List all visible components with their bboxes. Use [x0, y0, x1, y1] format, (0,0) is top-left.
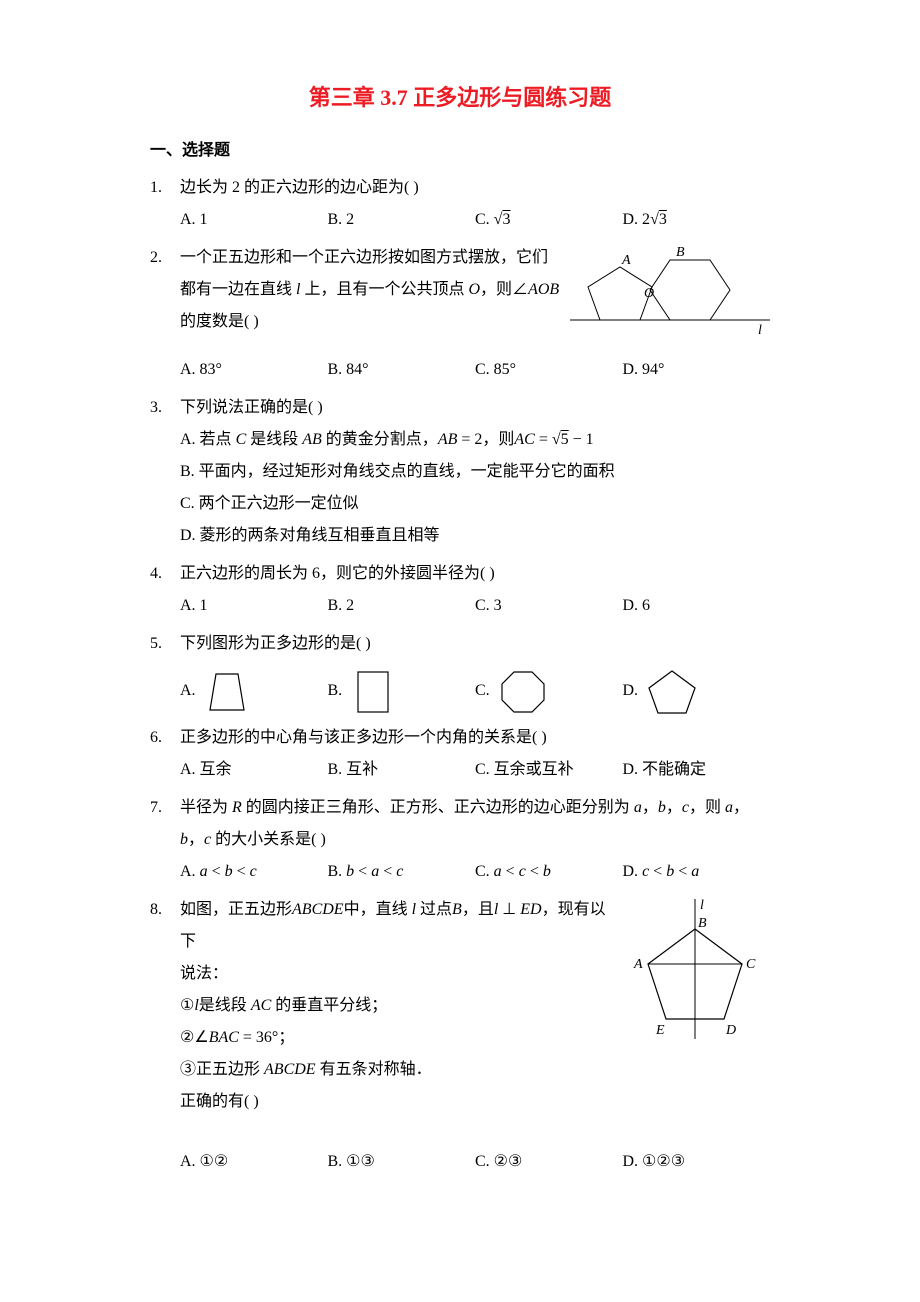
option-b: B. 互补 [328, 754, 476, 786]
option-a: A. 1 [180, 204, 328, 236]
question-number: 6. [150, 722, 180, 786]
figure-q2: A B O l [570, 242, 770, 354]
option-d: D. 6 [623, 590, 771, 622]
question-4: 4. 正六边形的周长为 6，则它的外接圆半径为( ) A. 1 B. 2 C. … [150, 558, 770, 622]
question-number: 2. [150, 242, 180, 386]
label-b: B [698, 916, 707, 931]
option-b: B. [328, 666, 476, 716]
page: 第三章 3.7 正多边形与圆练习题 一、选择题 1. 边长为 2 的正六边形的边… [0, 0, 920, 1244]
question-8: 8. l B A C E D 如图，正五边形ABCDE中，直线 l 过点B，且l… [150, 894, 770, 1178]
question-number: 1. [150, 172, 180, 236]
question-6: 6. 正多边形的中心角与该正多边形一个内角的关系是( ) A. 互余 B. 互补… [150, 722, 770, 786]
option-b: B. 平面内，经过矩形对角线交点的直线，一定能平分它的面积 [180, 456, 770, 488]
option-label: B. [328, 675, 343, 707]
option-b: B. 2 [328, 590, 476, 622]
stem-line: b，c 的大小关系是( ) [180, 824, 770, 856]
option-a: A. 83° [180, 354, 328, 386]
option-a: A. 1 [180, 590, 328, 622]
label-c: C [746, 957, 756, 972]
question-stem: 边长为 2 的正六边形的边心距为( ) [180, 172, 770, 204]
options-row: A. 83° B. 84° C. 85° D. 94° [180, 354, 770, 386]
question-stem: 正六边形的周长为 6，则它的外接圆半径为( ) [180, 558, 770, 590]
page-title: 第三章 3.7 正多边形与圆练习题 [150, 80, 770, 112]
option-label: A. [180, 675, 196, 707]
option-d: D. 2√3 [623, 204, 771, 236]
stem-line: 正确的有( ) [180, 1086, 770, 1118]
question-1: 1. 边长为 2 的正六边形的边心距为( ) A. 1 B. 2 C. √3 D… [150, 172, 770, 236]
question-body: 正六边形的周长为 6，则它的外接圆半径为( ) A. 1 B. 2 C. 3 D… [180, 558, 770, 622]
question-body: 半径为 R 的圆内接正三角形、正方形、正六边形的边心距分别为 a，b，c，则 a… [180, 792, 770, 888]
option-c: C. √3 [475, 204, 623, 236]
question-body: 下列图形为正多边形的是( ) A. B. C. [180, 628, 770, 716]
option-a: A. 互余 [180, 754, 328, 786]
pentagon-figure: l B A C E D [620, 894, 770, 1054]
options-row: A. a < b < c B. b < a < c C. a < c < b D… [180, 856, 770, 888]
question-body: 正多边形的中心角与该正多边形一个内角的关系是( ) A. 互余 B. 互补 C.… [180, 722, 770, 786]
option-a: A. a < b < c [180, 856, 328, 888]
pentagon-icon [644, 666, 700, 716]
options-row: A. 互余 B. 互补 C. 互余或互补 D. 不能确定 [180, 754, 770, 786]
option-a: A. 若点 C 是线段 AB 的黄金分割点，AB = 2，则AC = √5 − … [180, 424, 770, 456]
option-a: A. ①② [180, 1146, 328, 1178]
question-stem: 下列说法正确的是( ) [180, 392, 770, 424]
rectangle-icon [348, 666, 398, 716]
options-row: A. 1 B. 2 C. √3 D. 2√3 [180, 204, 770, 236]
question-body: l B A C E D 如图，正五边形ABCDE中，直线 l 过点B，且l ⊥ … [180, 894, 770, 1178]
label-e: E [655, 1023, 665, 1038]
trapezoid-icon [202, 666, 252, 716]
option-c: C. 互余或互补 [475, 754, 623, 786]
figure-q8: l B A C E D [620, 894, 770, 1066]
option-c: C. 3 [475, 590, 623, 622]
option-b: B. 84° [328, 354, 476, 386]
question-2: 2. A B O l 一个正五边形和一个正六边形按如图方式摆放，它们 [150, 242, 770, 386]
octagon-icon [496, 666, 550, 716]
option-c: C. ②③ [475, 1146, 623, 1178]
question-number: 7. [150, 792, 180, 888]
option-c: C. a < c < b [475, 856, 623, 888]
question-3: 3. 下列说法正确的是( ) A. 若点 C 是线段 AB 的黄金分割点，AB … [150, 392, 770, 552]
options-row: A. ①② B. ①③ C. ②③ D. ①②③ [180, 1146, 770, 1178]
question-number: 8. [150, 894, 180, 1178]
pentagon-hexagon-figure: A B O l [570, 242, 770, 342]
option-label: C. [475, 675, 490, 707]
question-body: 边长为 2 的正六边形的边心距为( ) A. 1 B. 2 C. √3 D. 2… [180, 172, 770, 236]
question-number: 5. [150, 628, 180, 716]
option-d: D. 不能确定 [623, 754, 771, 786]
question-5: 5. 下列图形为正多边形的是( ) A. B. C. [150, 628, 770, 716]
options-row: A. 1 B. 2 C. 3 D. 6 [180, 590, 770, 622]
label-d: D [725, 1023, 736, 1038]
label-a: A [633, 957, 643, 972]
label-a: A [621, 253, 631, 268]
question-number: 3. [150, 392, 180, 552]
option-a: A. [180, 666, 328, 716]
option-c: C. 85° [475, 354, 623, 386]
label-l: l [758, 323, 762, 338]
option-b: B. ①③ [328, 1146, 476, 1178]
option-d: D. 菱形的两条对角线互相垂直且相等 [180, 520, 770, 552]
section-heading: 一、选择题 [150, 136, 770, 160]
option-c: C. [475, 666, 623, 716]
question-body: A B O l 一个正五边形和一个正六边形按如图方式摆放，它们 都有一边在直线 … [180, 242, 770, 386]
question-stem: 正多边形的中心角与该正多边形一个内角的关系是( ) [180, 722, 770, 754]
stem-line: 半径为 R 的圆内接正三角形、正方形、正六边形的边心距分别为 a，b，c，则 a… [180, 792, 770, 824]
option-d: D. [623, 666, 771, 716]
label-b: B [676, 245, 685, 260]
question-stem: 下列图形为正多边形的是( ) [180, 628, 770, 660]
option-b: B. b < a < c [328, 856, 476, 888]
question-number: 4. [150, 558, 180, 622]
option-c: C. 两个正六边形一定位似 [180, 488, 770, 520]
option-d: D. c < b < a [623, 856, 771, 888]
question-body: 下列说法正确的是( ) A. 若点 C 是线段 AB 的黄金分割点，AB = 2… [180, 392, 770, 552]
option-d: D. ①②③ [623, 1146, 771, 1178]
option-b: B. 2 [328, 204, 476, 236]
label-l: l [700, 898, 704, 913]
question-7: 7. 半径为 R 的圆内接正三角形、正方形、正六边形的边心距分别为 a，b，c，… [150, 792, 770, 888]
label-o: O [644, 286, 654, 301]
option-label: D. [623, 675, 639, 707]
options-row: A. B. C. D. [180, 666, 770, 716]
option-d: D. 94° [623, 354, 771, 386]
